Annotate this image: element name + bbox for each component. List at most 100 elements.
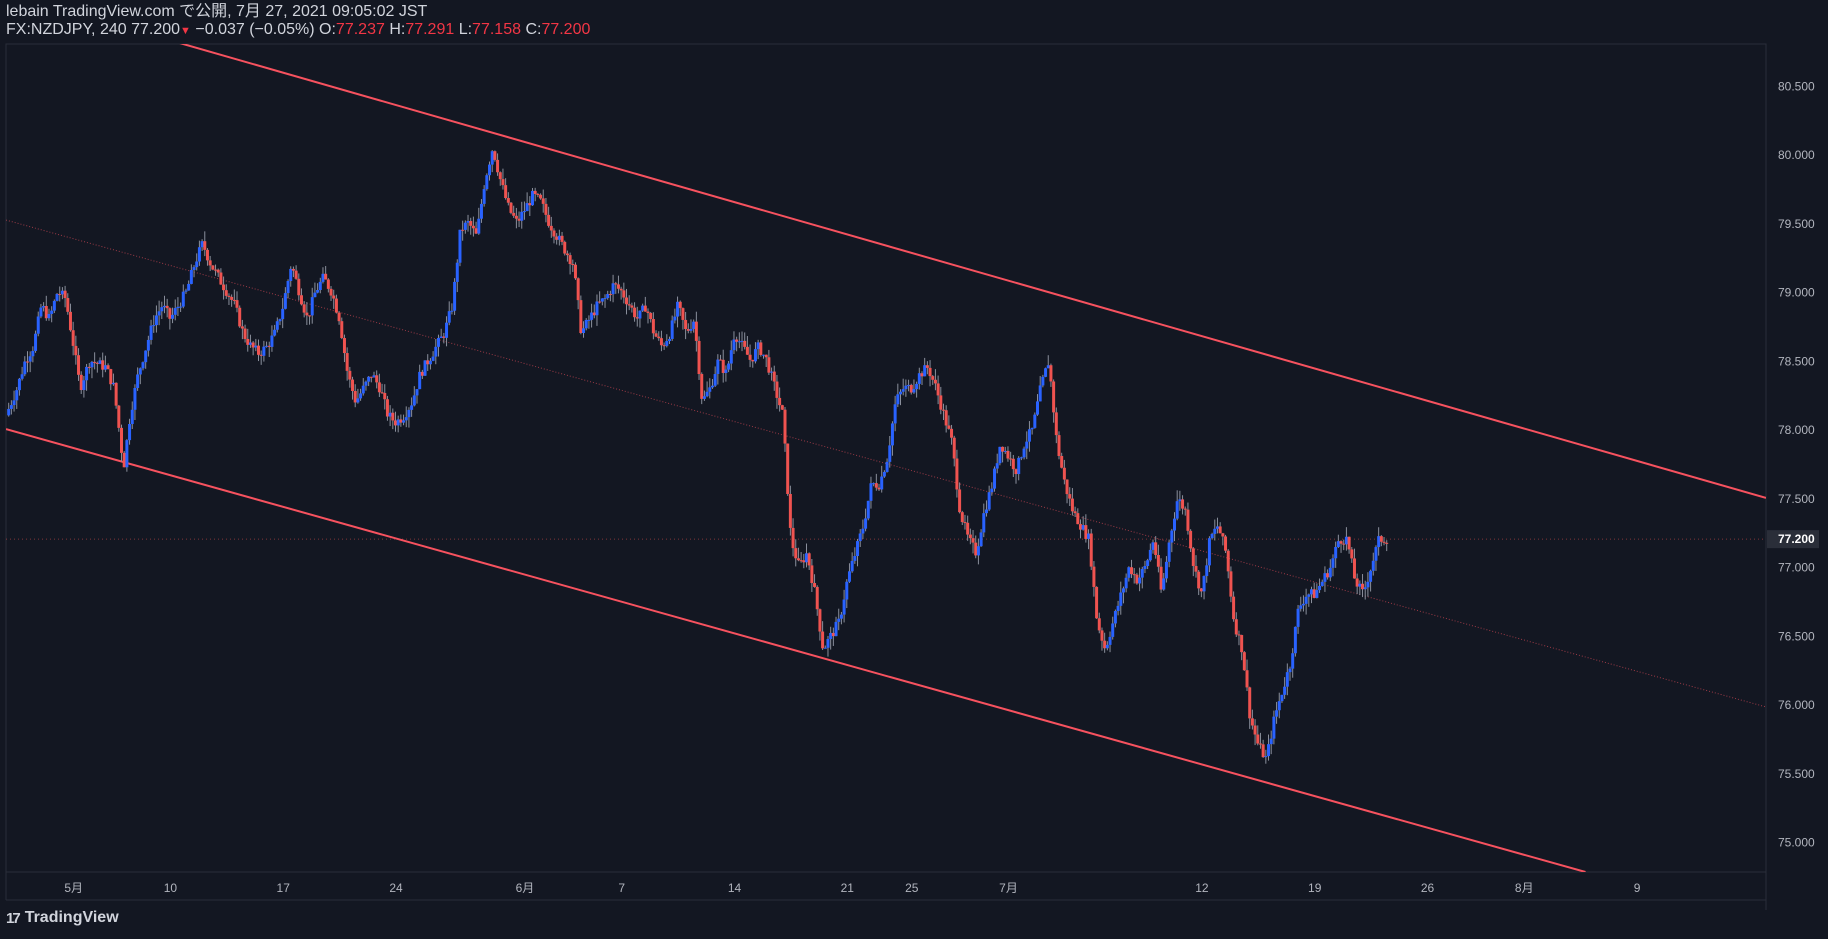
candle-body — [1159, 566, 1163, 590]
candle-body — [1344, 536, 1348, 545]
candle-body — [173, 308, 177, 315]
candle-body — [834, 621, 838, 637]
candle-body — [1312, 589, 1316, 598]
candle-body — [1248, 687, 1252, 719]
close-label: C: — [525, 21, 542, 38]
candle-body — [55, 293, 59, 301]
candle-body — [410, 405, 414, 410]
candle-body — [380, 392, 384, 394]
candle-body — [377, 382, 381, 393]
candle-body — [114, 382, 118, 406]
tradingview-logo-icon: 17 — [6, 909, 21, 927]
candle-body — [571, 264, 575, 266]
candle-body — [71, 330, 75, 346]
candle-body — [657, 336, 661, 339]
candle-body — [1170, 530, 1174, 543]
candle-body — [402, 420, 406, 423]
candle-body — [874, 483, 878, 488]
candle-body — [947, 425, 951, 429]
candle-body — [684, 319, 688, 330]
candle-body — [1113, 610, 1117, 624]
candle-body — [941, 409, 945, 411]
candle-body — [128, 424, 132, 441]
candle-body — [1307, 594, 1311, 597]
footer-brand: 17 TradingView — [6, 909, 119, 927]
candle-body — [197, 247, 201, 262]
candle-body — [727, 363, 731, 370]
candle-body — [265, 345, 269, 347]
candle-body — [1309, 589, 1313, 595]
candle-body — [839, 614, 843, 619]
x-tick-label: 6月 — [516, 881, 535, 895]
candle-body — [334, 298, 338, 313]
candle-body — [160, 307, 164, 312]
candle-body — [445, 322, 449, 338]
candle-body — [1205, 565, 1209, 577]
y-tick-label: 80.500 — [1778, 79, 1815, 93]
candle-body — [907, 384, 911, 386]
candle-body — [1371, 560, 1375, 571]
candle-body — [928, 367, 932, 377]
candle-body — [1052, 381, 1056, 413]
candle-body — [1261, 744, 1265, 758]
candle-body — [1003, 450, 1007, 452]
candle-body — [216, 269, 220, 273]
open-value: 77.237 — [335, 21, 385, 38]
candle-body — [58, 293, 62, 295]
candle-body — [1001, 446, 1005, 452]
candle-body — [47, 313, 51, 319]
candle-body — [1081, 525, 1085, 530]
candle-body — [1369, 570, 1373, 582]
candle-body — [297, 278, 301, 296]
candle-body — [990, 488, 994, 493]
x-tick-label: 7月 — [999, 881, 1018, 895]
candle-body — [171, 314, 175, 319]
candle-body — [697, 340, 701, 375]
y-tick-label: 78.500 — [1778, 354, 1815, 368]
candle-body — [1293, 626, 1297, 654]
candle-body — [426, 360, 430, 365]
candle-body — [342, 338, 346, 354]
candle-body — [278, 319, 282, 322]
candle-body — [1049, 365, 1053, 382]
candle-body — [555, 236, 559, 240]
candle-body — [643, 305, 647, 312]
candle-body — [882, 471, 886, 477]
candle-body — [625, 297, 629, 305]
candle-body — [63, 290, 67, 299]
candle-body — [794, 548, 798, 559]
candle-body — [259, 354, 263, 356]
candle-body — [337, 312, 341, 322]
candle-body — [1358, 583, 1362, 587]
candle-body — [614, 283, 618, 285]
candle-body — [200, 241, 204, 248]
candle-body — [603, 298, 607, 300]
candle-body — [270, 335, 274, 347]
high-label: H: — [389, 21, 406, 38]
candle-body — [1127, 567, 1131, 578]
candle-body — [1183, 508, 1187, 510]
candle-body — [385, 399, 389, 417]
change-value: −0.037 (−0.05%) — [195, 21, 315, 38]
candle-body — [528, 203, 532, 206]
candle-body — [289, 268, 293, 281]
candle-body — [1258, 743, 1262, 745]
candle-body — [692, 321, 696, 329]
candle-body — [694, 321, 698, 341]
x-tick-label: 24 — [389, 881, 403, 895]
candle-body — [1070, 498, 1074, 512]
channel-line-lower — [6, 428, 1586, 872]
candle-body — [829, 632, 833, 639]
candle-body — [1111, 623, 1115, 637]
candle-body — [1218, 526, 1222, 534]
candle-body — [262, 346, 266, 356]
y-tick-label: 76.500 — [1778, 629, 1815, 643]
candle-body — [1138, 577, 1142, 584]
down-arrow-icon: ▼ — [180, 25, 191, 37]
candle-body — [702, 396, 706, 399]
candle-body — [606, 294, 610, 299]
candle-body — [1130, 567, 1134, 575]
candle-body — [1379, 536, 1383, 542]
candle-body — [915, 383, 919, 390]
